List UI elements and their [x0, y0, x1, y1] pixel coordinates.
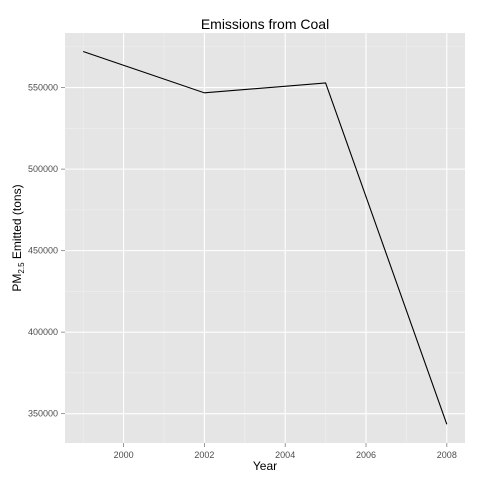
- x-tick-label: 2000: [114, 450, 134, 460]
- y-axis-label-subscript: 2.5: [17, 262, 26, 274]
- y-tick-label: 500000: [28, 164, 58, 174]
- y-axis-label-suffix: Emitted (tons): [10, 184, 24, 262]
- minor-gridlines: [65, 33, 465, 443]
- x-tick-label: 2006: [356, 450, 376, 460]
- plot-panel: [65, 33, 465, 443]
- data-series: [83, 51, 448, 425]
- x-tick-label: 2002: [194, 450, 214, 460]
- y-tick-label: 450000: [28, 246, 58, 256]
- major-gridlines: [65, 33, 465, 443]
- y-tick-label: 350000: [28, 409, 58, 419]
- x-axis-label: Year: [253, 459, 277, 473]
- y-axis: 350000 400000 450000 500000 550000: [28, 83, 65, 419]
- series-line: [83, 51, 448, 425]
- x-axis: 2000 2002 2004 2006 2008: [114, 443, 457, 460]
- y-tick-label: 400000: [28, 327, 58, 337]
- x-tick-label: 2004: [275, 450, 295, 460]
- y-axis-label-prefix: PM: [10, 274, 24, 292]
- y-axis-label: PM2.5 Emitted (tons): [10, 184, 26, 291]
- chart-title: Emissions from Coal: [201, 16, 329, 32]
- x-tick-label: 2008: [437, 450, 457, 460]
- y-tick-label: 550000: [28, 83, 58, 93]
